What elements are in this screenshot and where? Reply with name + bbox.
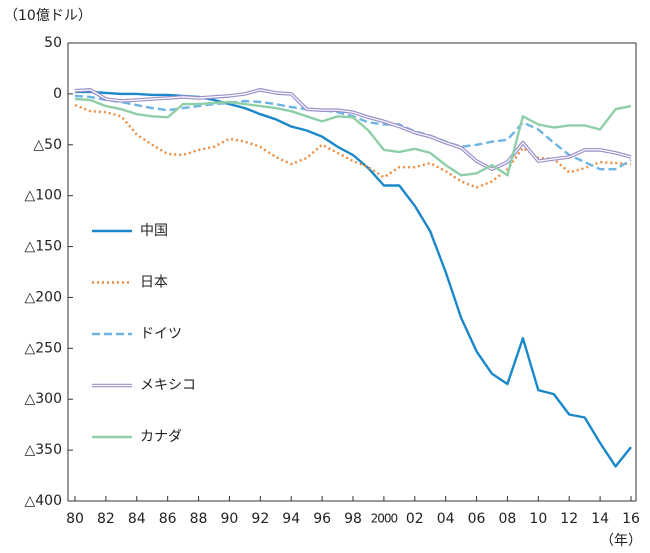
series-line-inner (74, 89, 632, 170)
x-tick-label: 96 (313, 511, 331, 527)
y-tick-label: △200 (25, 289, 63, 305)
series-line (75, 90, 632, 468)
x-unit-label: （年） (600, 533, 642, 549)
x-tick-label: 94 (282, 511, 300, 527)
x-tick-label: 84 (128, 511, 146, 527)
y-tick-label: △50 (33, 137, 62, 153)
y-tick-label: △300 (25, 391, 63, 407)
y-tick-label: △250 (25, 340, 63, 356)
x-tick-label: 16 (622, 511, 640, 527)
x-tick-label: 88 (190, 511, 208, 527)
x-tick-label: 80 (66, 511, 84, 527)
legend-label: 中国 (140, 223, 168, 239)
x-tick-label: 12 (560, 511, 578, 527)
y-tick-label: 0 (53, 86, 62, 102)
x-tick-label: 10 (529, 511, 547, 527)
x-tick-label: 90 (221, 511, 239, 527)
x-tick-label: 08 (499, 511, 517, 527)
series-line (74, 97, 632, 177)
x-tick-label: 06 (468, 511, 486, 527)
x-tick-label: 92 (251, 511, 269, 527)
x-tick-label: 98 (344, 511, 362, 527)
x-tick-label: 04 (437, 511, 455, 527)
x-tick-label: 86 (159, 511, 177, 527)
x-tick-label: 2000 (371, 512, 398, 526)
y-tick-label: △100 (25, 188, 63, 204)
x-tick-label: 14 (591, 511, 609, 527)
series-line (74, 88, 632, 171)
plot-frame (67, 42, 637, 502)
legend-label: 日本 (140, 275, 168, 291)
x-tick-label: 82 (97, 511, 115, 527)
series-line (74, 103, 632, 189)
y-tick-label: 50 (44, 35, 62, 51)
legend-label: ドイツ (140, 326, 182, 342)
legend-label: メキシコ (140, 378, 196, 394)
x-tick-label: 02 (406, 511, 424, 527)
legend-label: カナダ (140, 429, 182, 445)
y-tick-label: △150 (25, 239, 63, 255)
y-tick-label: △400 (25, 493, 63, 509)
y-unit-label: （10億ドル） (4, 8, 92, 24)
y-tick-label: △350 (25, 442, 63, 458)
